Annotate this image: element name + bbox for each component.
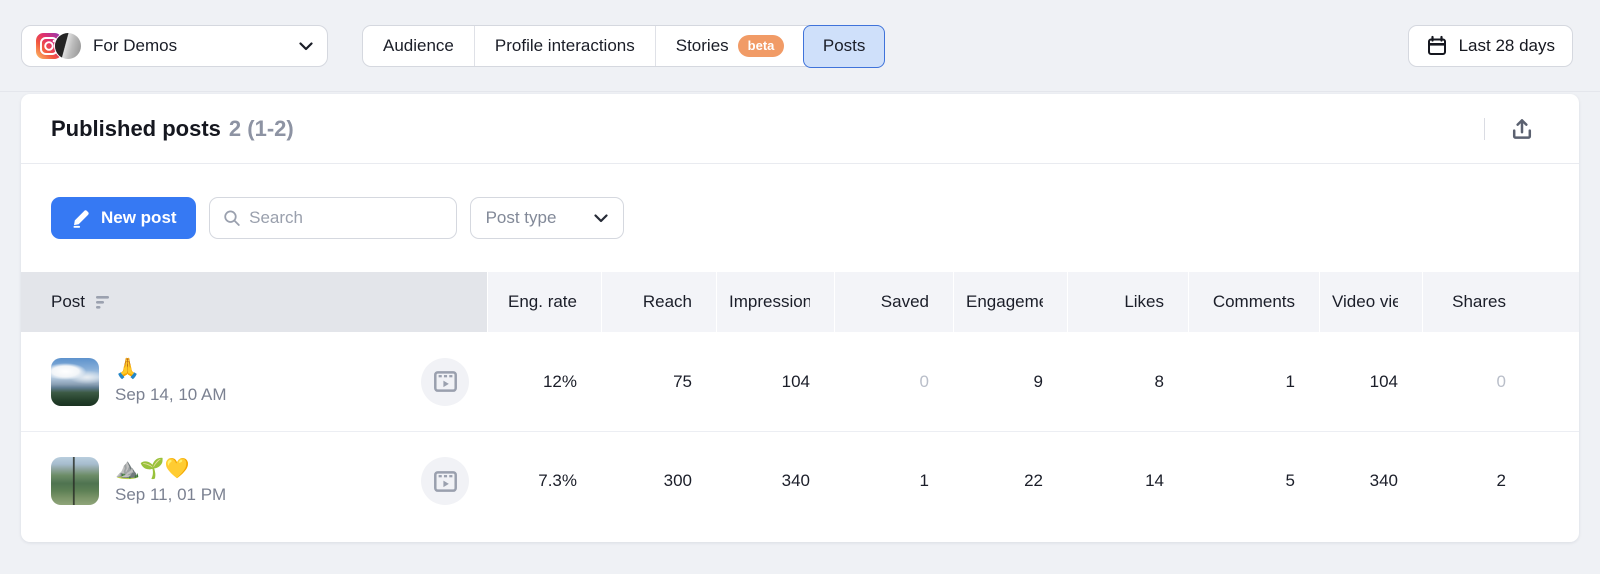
export-button[interactable]	[1507, 114, 1537, 144]
tab-posts[interactable]: Posts	[802, 24, 886, 68]
new-post-button[interactable]: New post	[51, 197, 196, 239]
account-name: For Demos	[93, 36, 178, 55]
column-header-reach[interactable]: Reach	[601, 272, 716, 332]
column-header-comments[interactable]: Comments	[1188, 272, 1319, 332]
table-header: Post Eng. rate Reach Impressions Saved E…	[21, 272, 1579, 332]
page-title: Published posts	[51, 115, 221, 141]
column-header-eng-rate[interactable]: Eng. rate	[487, 272, 601, 332]
post-date: Sep 14, 10 AM	[115, 385, 227, 404]
cell-shares: 0	[1496, 371, 1506, 391]
cell-reach: 300	[663, 471, 692, 490]
account-icons	[36, 33, 81, 59]
cell-eng-rate: 12%	[542, 371, 577, 391]
column-header-video-views[interactable]: Video views	[1319, 272, 1422, 332]
column-header-engagement[interactable]: Engagement	[953, 272, 1067, 332]
search-input[interactable]	[249, 208, 443, 228]
cell-comments: 1	[1285, 371, 1295, 391]
post-caption-emojis: 🙏	[115, 358, 140, 380]
date-range-button[interactable]: Last 28 days	[1407, 25, 1573, 67]
search-box	[208, 197, 457, 239]
post-type-label: Post type	[485, 208, 557, 227]
video-post-icon	[433, 371, 457, 392]
sort-icon	[96, 295, 110, 309]
cell-comments: 5	[1285, 471, 1295, 490]
column-header-impressions[interactable]: Impressions	[716, 272, 834, 332]
cell-saved: 1	[919, 471, 929, 490]
video-post-badge	[421, 457, 469, 505]
cell-video-views: 104	[1369, 371, 1398, 391]
post-thumbnail	[51, 457, 99, 505]
post-type-select[interactable]: Post type	[469, 197, 624, 239]
post-date: Sep 11, 01 PM	[115, 484, 227, 504]
cell-likes: 8	[1154, 371, 1164, 391]
account-selector[interactable]: For Demos	[21, 25, 328, 67]
column-header-likes[interactable]: Likes	[1067, 272, 1188, 332]
video-post-badge	[421, 357, 469, 406]
table-row[interactable]: ⛰️🌱💛 Sep 11, 01 PM 7.3% 300 340 1 22 14 …	[21, 431, 1579, 530]
cell-engagement: 9	[1033, 371, 1043, 391]
post-caption-emojis: ⛰️🌱💛	[115, 457, 190, 480]
avatar	[55, 33, 81, 59]
cell-likes: 14	[1145, 471, 1164, 490]
post-thumbnail	[51, 357, 99, 406]
tab-audience[interactable]: Audience	[383, 36, 454, 55]
column-header-saved[interactable]: Saved	[834, 272, 953, 332]
search-icon	[223, 210, 240, 226]
tab-profile-interactions[interactable]: Profile interactions	[473, 26, 655, 66]
date-range-label: Last 28 days	[1458, 36, 1555, 55]
tab-stories[interactable]: Stories beta	[654, 26, 805, 66]
section-tabs: Audience Profile interactions Stories be…	[362, 24, 886, 68]
top-bar: For Demos Audience Profile interactions …	[0, 0, 1600, 92]
column-header-post[interactable]: Post	[21, 272, 487, 332]
table-row[interactable]: 🙏 Sep 14, 10 AM 12% 75 104 0 9 8 1 104 0	[21, 332, 1579, 431]
pencil-icon	[73, 209, 89, 228]
chevron-down-icon	[593, 213, 608, 222]
cell-saved: 0	[919, 371, 929, 391]
panel-header: Published posts 2 (1-2)	[21, 94, 1579, 164]
video-post-icon	[433, 470, 457, 492]
cell-reach: 75	[673, 371, 692, 391]
new-post-label: New post	[101, 208, 177, 227]
post-cell: ⛰️🌱💛 Sep 11, 01 PM	[21, 457, 487, 505]
cell-impressions: 104	[781, 371, 810, 391]
post-cell: 🙏 Sep 14, 10 AM	[21, 357, 487, 406]
chevron-down-icon	[299, 41, 313, 51]
cell-engagement: 22	[1024, 471, 1043, 490]
column-header-shares[interactable]: Shares	[1422, 272, 1579, 332]
calendar-icon	[1427, 35, 1446, 55]
posts-toolbar: New post Post type	[21, 164, 1579, 272]
posts-count: 2 (1-2)	[228, 115, 294, 141]
cell-eng-rate: 7.3%	[538, 471, 577, 490]
cell-video-views: 340	[1369, 471, 1398, 490]
beta-badge: beta	[737, 35, 785, 57]
export-icon	[1512, 118, 1532, 139]
table-body: 🙏 Sep 14, 10 AM 12% 75 104 0 9 8 1 104 0	[21, 332, 1579, 530]
divider	[1484, 117, 1485, 140]
cell-impressions: 340	[781, 471, 810, 490]
published-posts-panel: Published posts 2 (1-2) New post	[21, 94, 1579, 542]
cell-shares: 2	[1496, 471, 1506, 490]
